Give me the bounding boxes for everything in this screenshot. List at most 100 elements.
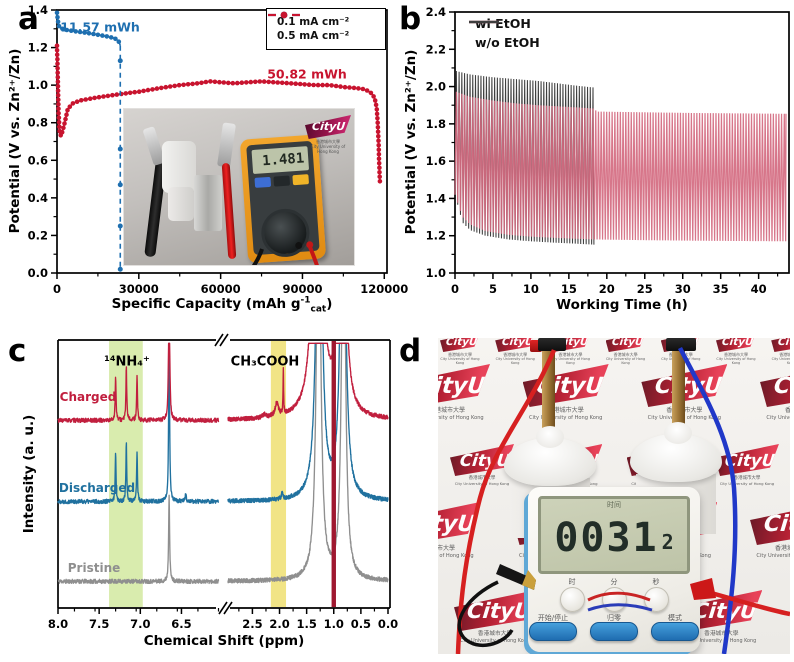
svg-text:30: 30 xyxy=(675,282,691,296)
cityu-logo-text: CityU xyxy=(311,120,347,134)
minute-button-label: 分 xyxy=(610,578,618,586)
right-electrode-rod xyxy=(672,342,685,448)
svg-text:25: 25 xyxy=(637,282,653,296)
timer-mode-group: 模式 xyxy=(651,614,699,642)
svg-text:1.5: 1.5 xyxy=(296,617,316,631)
hour-button-label: 时 xyxy=(568,578,576,586)
cityu-subtext-zh: 香港城市大學 xyxy=(774,545,790,552)
panel-d-photo: CityU 香港城市大學 City University of Hong Kong C… xyxy=(438,338,790,654)
panel-b-axes: 0 5 10 15 20 25 30 35 40 1.0 1.2 1.4 1.6 1.8 2.0 2.2 2.4 xyxy=(426,5,790,296)
hour-button xyxy=(559,586,585,612)
legend-a: 0.1 mA cm⁻² 0.5 mA cm⁻² xyxy=(266,8,386,50)
cityu-subtext-zh: 香港城市大學 xyxy=(704,631,739,637)
svg-text:0.0: 0.0 xyxy=(378,617,398,631)
start-stop-button xyxy=(529,622,577,642)
timer-minute-group: 分 xyxy=(601,578,627,612)
cityu-subtext-zh: 香港城市大學 xyxy=(448,352,472,357)
white-cell-lower xyxy=(168,187,194,221)
cityu-subtext-zh: 香港城市大學 xyxy=(724,352,748,357)
cityu-subtext-zh: 香港城市大學 xyxy=(779,352,790,357)
metal-clamp xyxy=(194,175,222,231)
cityu-subtext-en: City University of Hong Kong xyxy=(438,414,484,421)
cityu-subtext-en: City University of Hong Kong xyxy=(550,357,590,366)
panel-b-series xyxy=(454,71,787,245)
svg-text:90000: 90000 xyxy=(282,282,322,296)
panel-letter-d: d xyxy=(399,333,422,369)
svg-text:15: 15 xyxy=(561,282,577,296)
svg-text:2.4: 2.4 xyxy=(426,5,446,19)
xlabel-a-sup: -1 xyxy=(300,295,311,306)
panel-a-series xyxy=(54,10,383,272)
cityu-subtext-zh: 香港城市大學 xyxy=(784,407,790,414)
trace-label-pristine: Pristine xyxy=(67,561,121,575)
trace-label-discharged: Discharged xyxy=(58,481,136,495)
legend-a-label-2: 0.5 mA cm⁻² xyxy=(277,30,350,42)
black-clip-jaw xyxy=(522,570,536,590)
cityu-subtext-zh: 香港城市大學 xyxy=(547,407,584,414)
cityu-subtext-en: City University of Hong Kong xyxy=(310,144,346,154)
svg-text:30000: 30000 xyxy=(119,282,159,296)
timer-reset-group: 归零 xyxy=(590,614,638,642)
axis-title-x-c: Chemical Shift (ppm) xyxy=(143,633,305,649)
cityu-subtext-en: City University of Hong Kong xyxy=(438,552,474,559)
cityu-logo: CityU 香港城市大學 City University of Hong Kon… xyxy=(305,115,351,154)
legend-a-row-2: 0.5 mA cm⁻² xyxy=(268,11,385,42)
cityu-subtext-zh: 香港城市大學 xyxy=(316,139,340,144)
svg-text:2.5: 2.5 xyxy=(242,617,262,631)
timer-display-main: 0031 xyxy=(554,515,659,561)
panel-letter-b: b xyxy=(399,1,422,37)
timer-hour-group: 时 xyxy=(559,578,585,612)
timer-lcd-label: 时间 xyxy=(607,501,621,509)
panel-c-traces xyxy=(57,342,389,585)
cityu-logo-shape: CityU xyxy=(771,338,790,352)
timer-action-buttons: 开始/停止 归零 模式 xyxy=(529,614,699,642)
axis-title-y-c: Intensity (a. u.) xyxy=(21,414,37,534)
minute-button xyxy=(601,586,627,612)
axis-title-y-b: Potential (V vs. Zn²⁺/Zn) xyxy=(403,49,419,235)
cityu-subtext-zh: 香港城市大學 xyxy=(503,352,528,357)
wires-layer xyxy=(455,346,738,654)
svg-text:40: 40 xyxy=(751,282,767,296)
svg-text:2.0: 2.0 xyxy=(426,80,446,94)
axis-title-x-a: Specific Capacity (mAh g-1cat) xyxy=(112,295,333,314)
svg-text:1.4: 1.4 xyxy=(426,191,446,205)
svg-text:0: 0 xyxy=(53,282,61,296)
jumper-wire-red xyxy=(587,591,651,602)
cityu-subtext-en: City University of Hong Kong xyxy=(528,414,603,421)
timer-unit-buttons: 时 分 秒 xyxy=(559,578,669,612)
legend-a-label-1: 0.1 mA cm⁻² xyxy=(277,16,350,28)
timer-display-small: 2 xyxy=(661,530,674,554)
cityu-subtext-en: City University of Hong Kong xyxy=(766,414,790,421)
xlabel-a-post: ) xyxy=(326,295,333,312)
left-cap-seal xyxy=(536,426,564,448)
svg-text:1.0: 1.0 xyxy=(426,266,446,280)
timer-lcd: 时间 0031 2 xyxy=(538,496,690,574)
axis-title-y-a: Potential (V vs. Zn²⁺/Zn) xyxy=(7,48,23,234)
svg-text:7.5: 7.5 xyxy=(89,617,109,631)
svg-text:0.4: 0.4 xyxy=(28,191,48,205)
svg-text:1.8: 1.8 xyxy=(426,117,446,131)
legend-b-label-2: w/o EtOH xyxy=(475,35,540,50)
cityu-subtext-zh: 香港城市大學 xyxy=(613,352,638,357)
cityu-subtext-en: City University of Hong Kong xyxy=(460,638,530,645)
svg-text:0.6: 0.6 xyxy=(28,153,48,167)
svg-text:35: 35 xyxy=(713,282,729,296)
red-wire xyxy=(455,349,557,654)
cityu-subtext-en: City University of Hong Kong xyxy=(606,357,646,366)
